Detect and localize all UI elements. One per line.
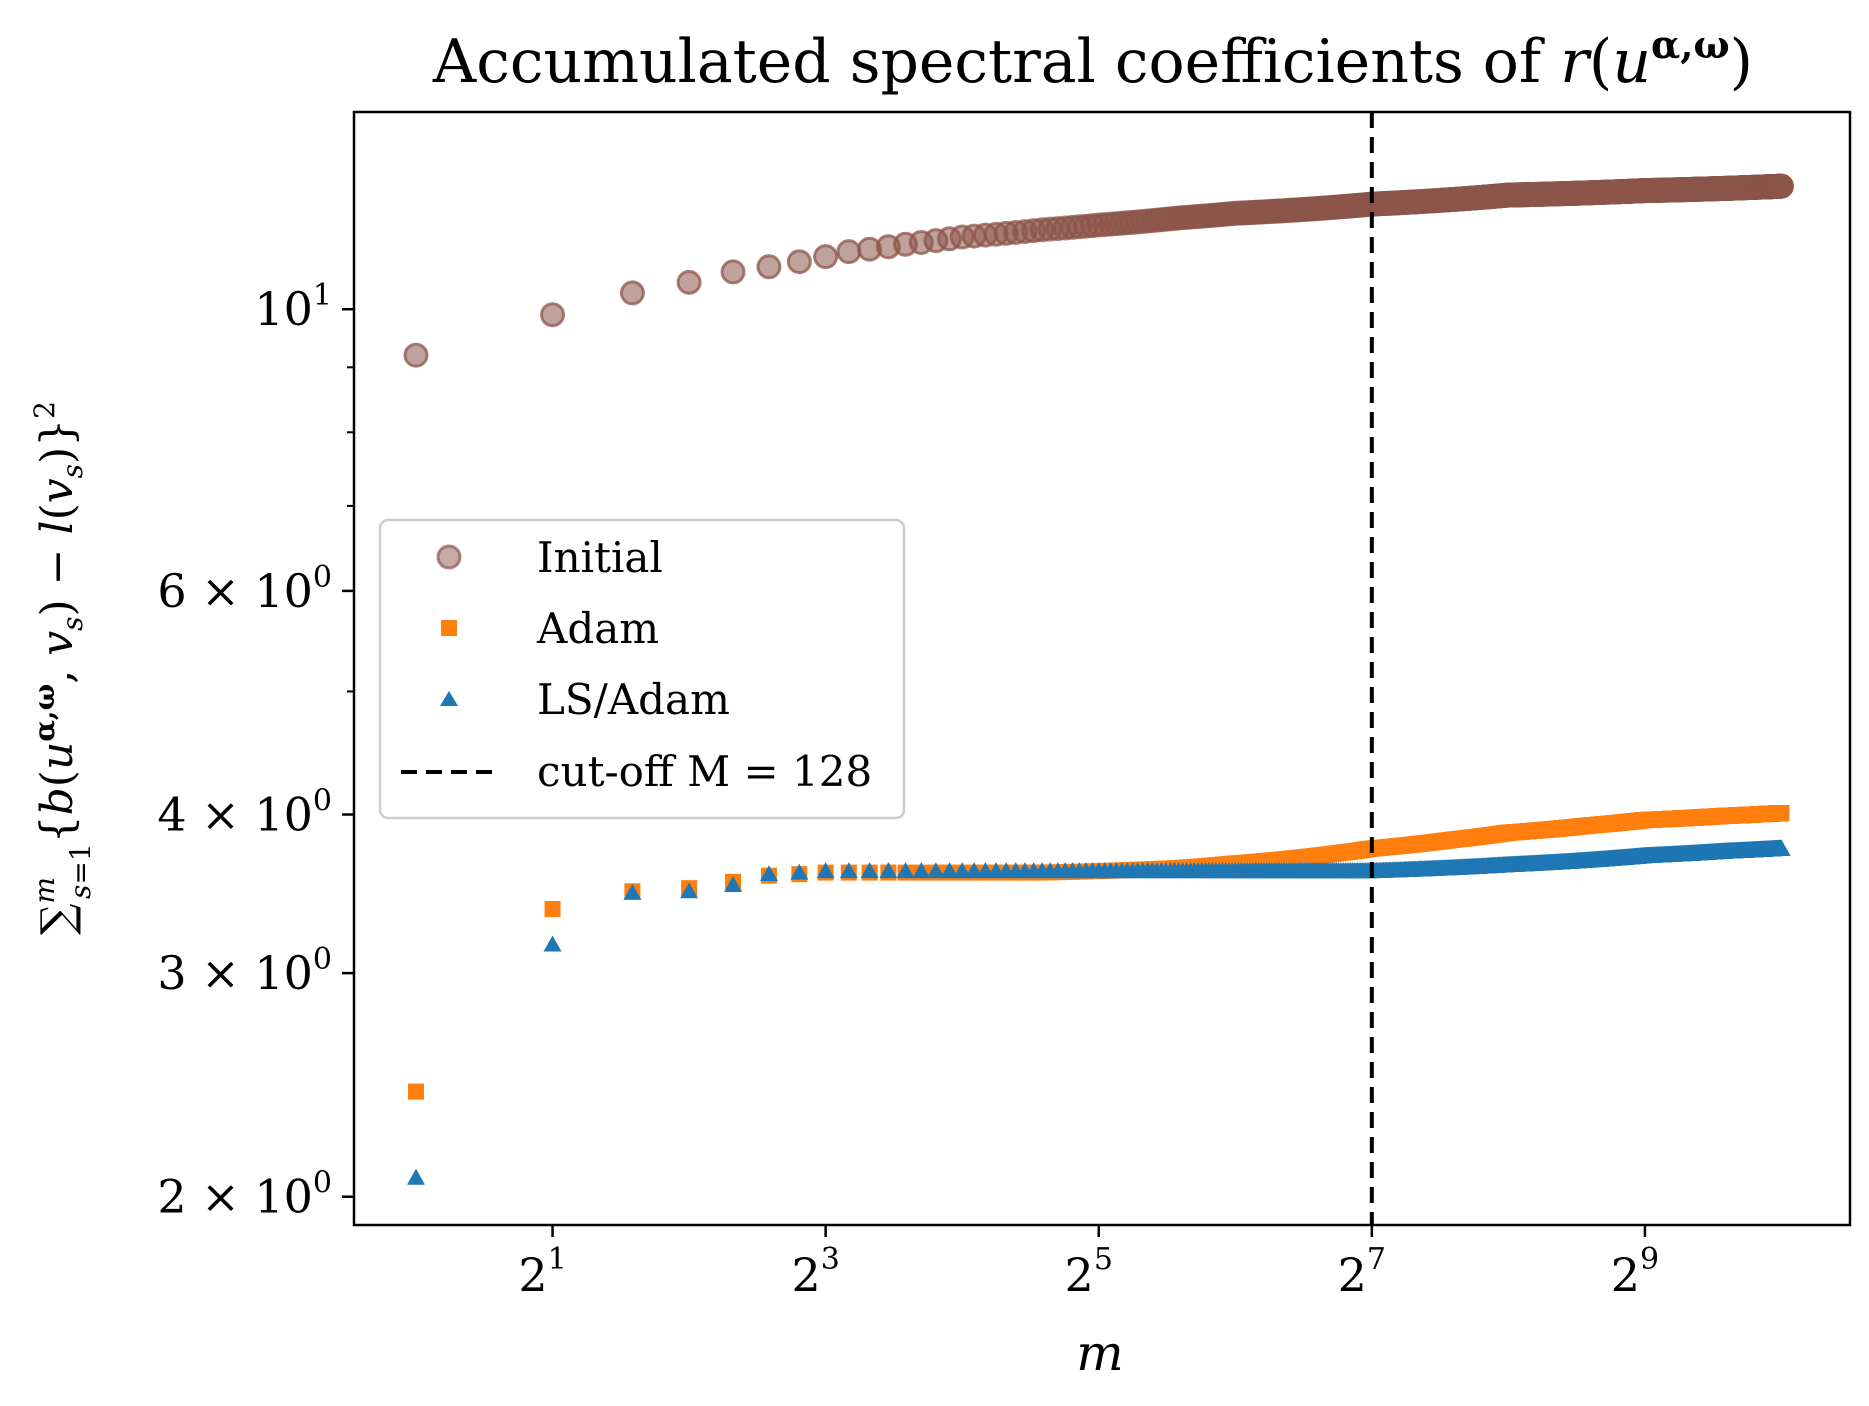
series-ls-adam [406, 839, 1791, 1185]
legend: Initial Adam LS/Adam cut-off M = 128 [378, 518, 906, 820]
y-tick-label: 101 [254, 278, 332, 336]
data-point [676, 269, 702, 295]
legend-marker-adam [441, 620, 457, 636]
data-point [406, 1168, 425, 1185]
x-tick-label: 27 [1338, 1242, 1386, 1302]
data-series [403, 173, 1794, 1185]
x-tick-label: 29 [1611, 1242, 1659, 1302]
legend-label-initial: Initial [537, 533, 663, 582]
data-point [1773, 805, 1790, 822]
data-point [544, 901, 561, 918]
series-adam [407, 805, 1790, 1100]
data-point [1768, 173, 1794, 199]
y-tick-label: 6 × 100 [157, 560, 332, 618]
series-initial [403, 173, 1794, 368]
y-axis-label: ∑m s=1{b(uα,ω, vs) − l(vs)}2 [28, 401, 97, 935]
legend-label-adam: Adam [536, 604, 659, 653]
data-point [756, 254, 782, 280]
data-point [540, 302, 566, 328]
y-tick-label: 2 × 100 [157, 1166, 332, 1224]
plot-area [352, 110, 1852, 1227]
data-point [786, 249, 812, 275]
x-axis-ticks: 21 23 25 27 29 [518, 1225, 1659, 1302]
data-point [403, 342, 429, 368]
legend-marker-initial [436, 544, 462, 570]
y-tick-label: 3 × 100 [157, 942, 332, 1000]
data-point [619, 280, 645, 306]
data-point [813, 244, 839, 270]
legend-label-ls-adam: LS/Adam [537, 675, 730, 724]
x-axis-label: m [1076, 1324, 1123, 1382]
data-point [407, 1083, 424, 1100]
x-tick-label: 23 [791, 1242, 839, 1302]
chart-title: Accumulated spectral coefficients of r(u… [432, 22, 1753, 97]
data-point [836, 239, 862, 265]
x-tick-label: 21 [518, 1242, 566, 1302]
legend-label-cutoff: cut-off M = 128 [537, 747, 872, 796]
data-point [543, 935, 562, 952]
y-axis-ticks: 101 6 × 100 4 × 100 3 × 100 2 × 100 [157, 278, 354, 1224]
x-tick-label: 25 [1065, 1242, 1113, 1302]
data-point [720, 259, 746, 285]
y-tick-label: 4 × 100 [157, 783, 332, 841]
